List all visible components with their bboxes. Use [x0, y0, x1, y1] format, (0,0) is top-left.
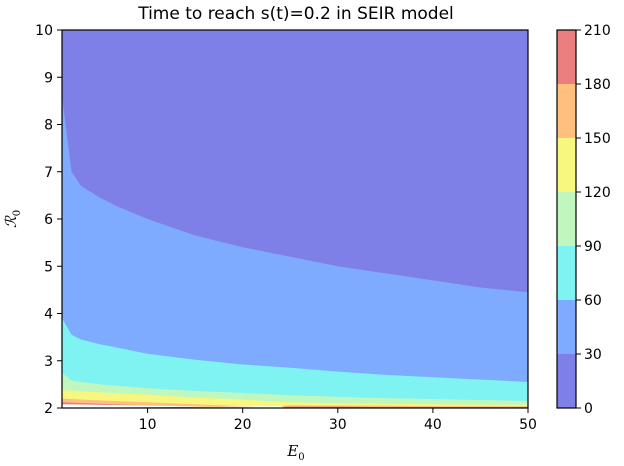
colorbar-segment-90	[557, 192, 576, 246]
colorbar-tick-label: 30	[584, 347, 602, 363]
contour-bands	[62, 30, 528, 408]
colorbar-tick-label: 90	[584, 239, 602, 255]
y-tick-label: 3	[44, 354, 53, 370]
colorbar-tick-label: 0	[584, 401, 593, 417]
y-tick-label: 5	[44, 259, 53, 275]
x-tick-label: 40	[424, 417, 442, 433]
y-axis-label-main: ℛ	[2, 215, 20, 228]
colorbar-frame	[556, 29, 577, 409]
y-axis-label-subscript: 0	[12, 210, 23, 216]
plot-area	[61, 29, 529, 409]
band-30-60	[62, 96, 528, 408]
y-tick-label: 9	[44, 70, 53, 86]
y-tick-label: 4	[44, 307, 53, 323]
colorbar-segment-30	[557, 300, 576, 354]
colorbar-segment-0	[557, 354, 576, 408]
colorbar-tick-label: 180	[584, 77, 611, 93]
colorbar-segment-60	[557, 246, 576, 300]
band-60-90	[62, 318, 528, 408]
y-tick-label: 10	[35, 23, 53, 39]
x-tick-label: 10	[139, 417, 157, 433]
y-axis-label: ℛ0	[2, 210, 23, 228]
x-tick-label: 30	[329, 417, 347, 433]
blank-region	[62, 404, 286, 408]
y-tick-label: 2	[44, 401, 53, 417]
y-tick-label: 7	[44, 165, 53, 181]
chart-title: Time to reach s(t)=0.2 in SEIR model	[137, 4, 454, 24]
colorbar-segment-180	[557, 30, 576, 84]
x-tick-label: 50	[519, 417, 537, 433]
x-axis-label: E0	[286, 442, 304, 463]
x-axis: 10 20 30 40 50	[139, 408, 537, 433]
colorbar-tick-label: 120	[584, 185, 611, 201]
y-tick-label: 8	[44, 118, 53, 134]
x-tick-label: 20	[234, 417, 252, 433]
x-axis-label-main: E	[286, 442, 298, 460]
colorbar-segment-120	[557, 138, 576, 192]
colorbar-tick-label: 60	[584, 293, 602, 309]
y-tick-label: 6	[44, 212, 53, 228]
colorbar-tick-label: 210	[584, 23, 611, 39]
colorbar-segment-150	[557, 84, 576, 138]
band-120-150	[62, 390, 528, 408]
x-axis-label-subscript: 0	[298, 452, 304, 463]
band-150-180	[62, 398, 528, 408]
colorbar: 0 30 60 90 120 150 180 210	[556, 23, 611, 417]
colorbar-tick-label: 150	[584, 131, 611, 147]
y-axis: 2 3 4 5 6 7 8 9 10	[35, 23, 62, 417]
